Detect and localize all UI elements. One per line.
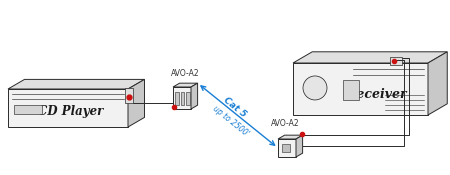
Text: AVO-A2: AVO-A2 — [271, 119, 300, 128]
Bar — [14, 105, 42, 114]
Text: CD Player: CD Player — [38, 104, 103, 118]
Bar — [343, 80, 359, 100]
Text: up to 2500': up to 2500' — [211, 104, 251, 138]
Polygon shape — [173, 87, 191, 109]
Polygon shape — [278, 135, 302, 139]
Bar — [390, 57, 401, 65]
Polygon shape — [296, 135, 302, 157]
Text: Receiver: Receiver — [346, 88, 407, 101]
Polygon shape — [293, 63, 428, 115]
Polygon shape — [8, 89, 128, 127]
Polygon shape — [278, 139, 296, 157]
Polygon shape — [128, 79, 144, 127]
Bar — [175, 92, 179, 105]
Polygon shape — [173, 83, 198, 87]
Polygon shape — [428, 52, 447, 115]
Bar — [125, 88, 133, 103]
Polygon shape — [191, 83, 198, 109]
Bar — [180, 92, 184, 105]
Polygon shape — [293, 52, 447, 63]
Bar — [282, 144, 290, 152]
Text: AVO-A2: AVO-A2 — [171, 69, 199, 78]
Bar — [186, 92, 189, 105]
Circle shape — [303, 76, 327, 100]
Polygon shape — [8, 79, 144, 89]
Text: Cat 5: Cat 5 — [221, 95, 248, 119]
